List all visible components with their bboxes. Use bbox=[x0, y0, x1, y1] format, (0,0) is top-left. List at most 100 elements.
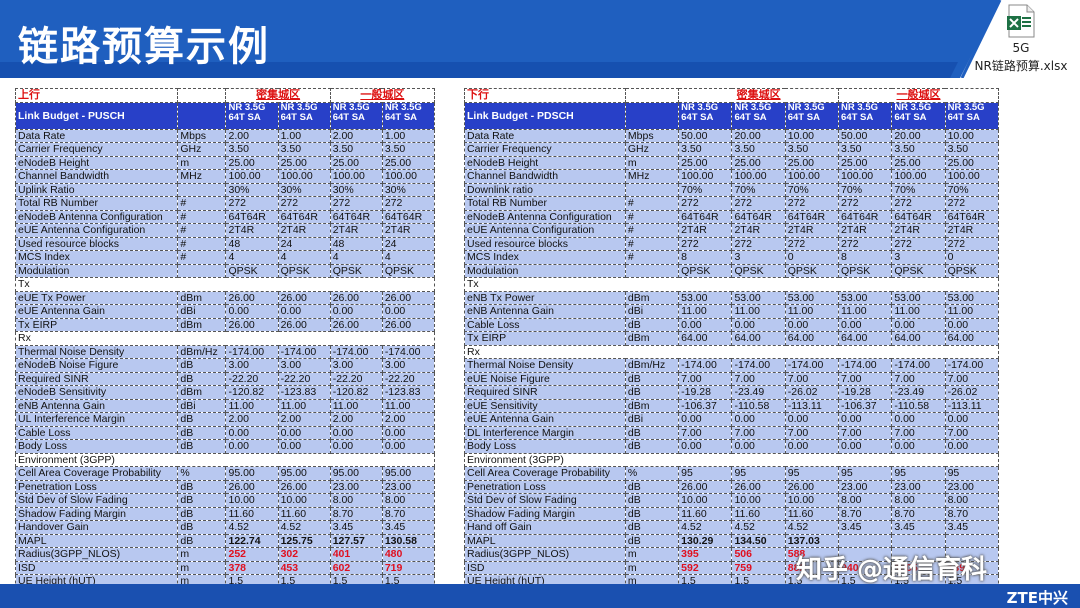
value-cell: 23.00 bbox=[381, 479, 436, 494]
value-cell: 401 bbox=[329, 547, 383, 562]
value-cell: 0.00 bbox=[891, 317, 946, 332]
value-cell: 272 bbox=[277, 196, 331, 211]
value-cell: 20.00 bbox=[731, 128, 786, 143]
parameter-name: eUE Sensitivity bbox=[464, 398, 626, 413]
parameter-unit: dBi bbox=[624, 412, 680, 427]
parameter-name: Total RB Number bbox=[464, 196, 626, 211]
value-cell: -19.28 bbox=[838, 385, 893, 400]
parameter-unit: dB bbox=[177, 425, 227, 440]
value-cell: 25.00 bbox=[678, 155, 733, 170]
value-cell: 272 bbox=[678, 196, 733, 211]
parameter-unit: dB bbox=[624, 506, 680, 521]
value-cell: 11.00 bbox=[381, 398, 436, 413]
parameter-name: eNB Antenna Gain bbox=[464, 304, 626, 319]
value-cell: 70% bbox=[944, 182, 1000, 197]
value-cell: 25.00 bbox=[784, 155, 840, 170]
value-cell: 3.45 bbox=[838, 520, 893, 535]
value-cell: QPSK bbox=[277, 263, 331, 278]
value-cell: 7.00 bbox=[891, 371, 946, 386]
value-cell: 64T64R bbox=[329, 209, 383, 224]
attachment-file[interactable]: 5G NR链路预算.xlsx bbox=[968, 4, 1074, 74]
parameter-unit: # bbox=[624, 250, 680, 265]
table-row: Required SINR dB -22.20 -22.20 -22.20 -22.20 bbox=[14, 371, 436, 386]
parameter-name: Modulation bbox=[14, 263, 179, 278]
zte-logo: ZTE中兴 bbox=[1006, 589, 1068, 607]
table-row: eNodeB Sensitivity dBm -120.82 -123.83 -120.… bbox=[14, 385, 436, 400]
value-cell: 95 bbox=[784, 466, 840, 481]
table-row: Shadow Fading Margin dB 11.60 11.60 8.70 8.70 bbox=[14, 506, 436, 521]
value-cell: 0.00 bbox=[944, 412, 1000, 427]
excel-file-icon bbox=[1007, 4, 1035, 38]
value-cell: 2T4R bbox=[225, 223, 279, 238]
parameter-name: Required SINR bbox=[464, 385, 626, 400]
table-row: Thermal Noise Density dBm/Hz -174.00 -174.0… bbox=[14, 344, 436, 359]
section-row: Tx bbox=[15, 277, 435, 292]
parameter-name: Tx EIRP bbox=[464, 331, 626, 346]
parameter-unit: dB bbox=[177, 479, 227, 494]
value-cell: 453 bbox=[277, 560, 331, 575]
value-cell: 3.50 bbox=[731, 142, 786, 157]
value-cell: -26.02 bbox=[944, 385, 1000, 400]
table-row: Thermal Noise Density dBm/Hz -174.00 -174.0… bbox=[464, 358, 1000, 373]
parameter-unit: dB bbox=[177, 412, 227, 427]
value-cell: 2.00 bbox=[225, 128, 279, 143]
value-cell: 592 bbox=[678, 560, 733, 575]
parameter-name: eUE Noise Figure bbox=[464, 371, 626, 386]
parameter-unit: dB bbox=[624, 385, 680, 400]
value-cell: 3.50 bbox=[329, 142, 383, 157]
value-cell: 100.00 bbox=[678, 169, 733, 184]
value-cell: 10.00 bbox=[944, 128, 1000, 143]
table-row: Cable Loss dB 0.00 0.00 0.00 0.00 bbox=[14, 425, 436, 440]
value-cell: 64T64R bbox=[891, 209, 946, 224]
value-cell: 506 bbox=[731, 547, 786, 562]
value-cell: 4.52 bbox=[784, 520, 840, 535]
value-cell: 11.00 bbox=[731, 304, 786, 319]
value-cell: QPSK bbox=[838, 263, 893, 278]
parameter-unit: % bbox=[624, 466, 680, 481]
downlink-table-wrap: 下行 密集城区 一般城区 Link Budget - PDSCH NR 3.5G 64T… bbox=[464, 88, 1000, 589]
parameter-name: eNodeB Antenna Configuration bbox=[14, 209, 179, 224]
value-cell: 10.00 bbox=[277, 493, 331, 508]
parameter-unit: dB bbox=[624, 317, 680, 332]
parameter-name: Carrier Frequency bbox=[14, 142, 179, 157]
value-cell: 3.50 bbox=[944, 142, 1000, 157]
value-cell: 100.00 bbox=[784, 169, 840, 184]
value-cell: 2T4R bbox=[678, 223, 733, 238]
parameter-name: Modulation bbox=[464, 263, 626, 278]
header-row: Link Budget - PUSCH NR 3.5G 64T SA NR 3.5G… bbox=[14, 101, 436, 130]
header-unit-cell bbox=[177, 101, 227, 130]
group-row: 下行 密集城区 一般城区 bbox=[464, 88, 999, 103]
value-cell: 11.60 bbox=[678, 506, 733, 521]
value-cell: QPSK bbox=[891, 263, 946, 278]
value-cell: 0.00 bbox=[838, 439, 893, 454]
value-cell: 70% bbox=[678, 182, 733, 197]
value-cell: 0.00 bbox=[678, 412, 733, 427]
section-row: Environment (3GPP) bbox=[15, 452, 435, 467]
parameter-unit bbox=[177, 182, 227, 197]
value-cell: -174.00 bbox=[891, 358, 946, 373]
value-cell: 272 bbox=[784, 196, 840, 211]
table-row: Cell Area Coverage Probability% 95 95 95 95 9… bbox=[464, 466, 1000, 481]
table-row: eNB Antenna Gain dBi 11.00 11.00 11.00 11.00 bbox=[14, 398, 436, 413]
value-cell: 1205 bbox=[891, 560, 946, 575]
value-cell: QPSK bbox=[784, 263, 840, 278]
value-cell: 588 bbox=[784, 547, 840, 562]
value-cell: 53.00 bbox=[678, 290, 733, 305]
table-row: Body Loss dB 0.00 0.00 0.00 0.00 0.00 0.00 bbox=[464, 439, 1000, 454]
section-row: Rx bbox=[15, 331, 435, 346]
value-cell: 4.52 bbox=[678, 520, 733, 535]
value-cell: 48 bbox=[329, 236, 383, 251]
parameter-name: eNodeB Noise Figure bbox=[14, 358, 179, 373]
value-cell: 24 bbox=[277, 236, 331, 251]
value-cell: 2T4R bbox=[381, 223, 436, 238]
uplink-budget-table: 上行 密集城区 一般城区 Link Budget - PUSCH NR 3.5G 64T… bbox=[14, 88, 436, 589]
value-cell: 95.00 bbox=[381, 466, 436, 481]
group-label-general-urban: 一般城区 bbox=[838, 88, 999, 103]
value-cell: -123.83 bbox=[381, 385, 436, 400]
parameter-name: Used resource blocks bbox=[464, 236, 626, 251]
parameter-unit: MHz bbox=[624, 169, 680, 184]
value-cell: 26.00 bbox=[329, 317, 383, 332]
value-cell: -174.00 bbox=[225, 344, 279, 359]
value-cell: 7.00 bbox=[784, 371, 840, 386]
parameter-unit: m bbox=[624, 547, 680, 562]
